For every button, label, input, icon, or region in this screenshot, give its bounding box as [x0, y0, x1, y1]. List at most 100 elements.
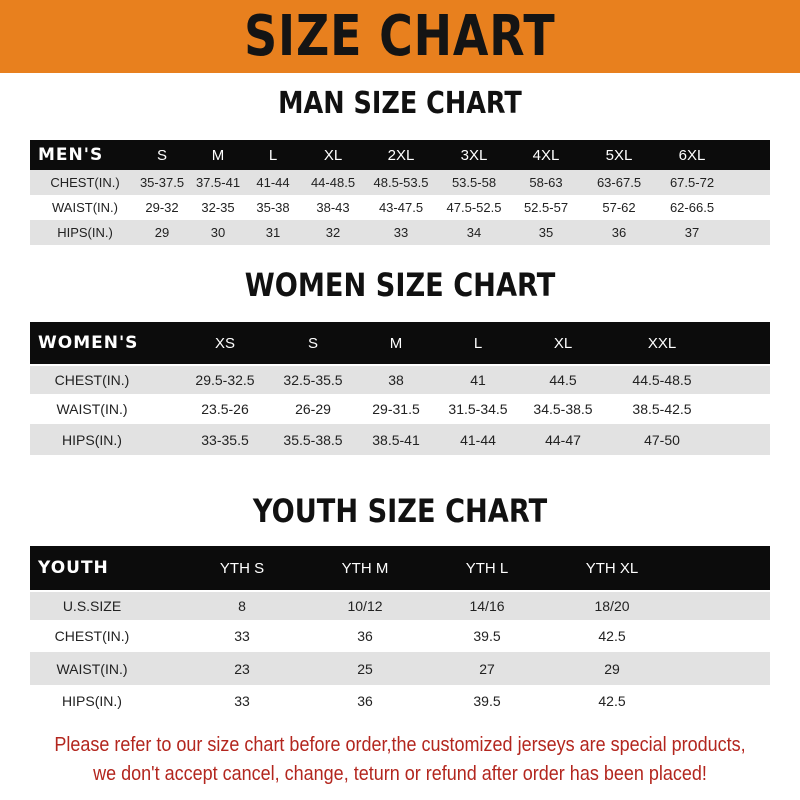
table-cell: 58-63 [529, 175, 563, 190]
table-cell: 57-62 [602, 200, 636, 215]
table-cell: 47-50 [644, 431, 680, 448]
measurement-label: U.S.SIZE [62, 598, 122, 614]
size-chart-banner: SIZE CHART [0, 0, 800, 73]
measurement-label: HIPS(IN.) [62, 431, 122, 448]
table-cell: 30 [210, 225, 226, 240]
table-cell: 37 [684, 225, 700, 240]
table-cell: 39.5 [473, 693, 501, 709]
table-row: HIPS(IN.) 33-35.5 35.5-38.5 38.5-41 41-44 44-… [30, 424, 770, 455]
table-cell: 44-48.5 [310, 175, 356, 190]
table-cell: 44-47 [545, 431, 581, 448]
table-cell: 38.5-41 [372, 431, 420, 448]
size-column-header: M [211, 146, 225, 164]
men-chart-title: MAN SIZE CHART [278, 86, 522, 121]
table-cell: 44.5 [549, 372, 577, 388]
size-column-header: YTH S [219, 559, 265, 577]
table-header-label: WOMEN'S [38, 333, 139, 353]
table-cell: 14/16 [469, 598, 505, 614]
size-column-header: M [389, 334, 403, 352]
size-column-header: YTH M [341, 559, 389, 577]
table-cell: 33 [234, 693, 250, 709]
table-cell: 34.5-38.5 [533, 401, 593, 417]
table-cell: 35 [538, 225, 554, 240]
table-cell: 41 [470, 372, 486, 388]
table-cell: 32.5-35.5 [283, 372, 343, 388]
size-column-header: 5XL [605, 146, 633, 164]
table-cell: 33 [234, 628, 250, 644]
table-cell: 42.5 [598, 628, 626, 644]
table-cell: 52.5-57 [523, 200, 569, 215]
table-cell: 29-31.5 [372, 401, 420, 417]
measurement-label: CHEST(IN.) [54, 628, 130, 644]
size-column-header: L [268, 146, 278, 164]
table-cell: 10/12 [347, 598, 383, 614]
table-cell: 38.5-42.5 [632, 401, 692, 417]
table-row: WAIST(IN.) 23.5-26 26-29 29-31.5 31.5-34.5 34… [30, 394, 770, 424]
youth-chart-title: YOUTH SIZE CHART [252, 492, 548, 530]
table-cell: 27 [479, 660, 495, 677]
table-header-label: YOUTH [38, 558, 109, 578]
size-column-header: YTH L [465, 559, 509, 577]
table-cell: 44.5-48.5 [632, 372, 692, 388]
table-cell: 31.5-34.5 [448, 401, 508, 417]
women-header-row: WOMEN'S XS S M L XL XXL [30, 322, 770, 364]
table-cell: 29-32 [145, 200, 179, 215]
size-column-header: S [156, 146, 168, 164]
table-cell: 31 [265, 225, 281, 240]
table-cell: 48.5-53.5 [373, 175, 429, 190]
table-cell: 34 [466, 225, 482, 240]
table-cell: 8 [238, 598, 246, 614]
table-cell: 29 [154, 225, 170, 240]
table-cell: 38 [388, 372, 404, 388]
table-cell: 23 [234, 660, 250, 677]
table-row: U.S.SIZE 8 10/12 14/16 18/20 [30, 592, 770, 620]
table-cell: 32-35 [201, 200, 235, 215]
table-cell: 36 [357, 628, 373, 644]
size-column-header: S [307, 334, 319, 352]
table-cell: 37.5-41 [195, 175, 241, 190]
measurement-label: WAIST(IN.) [52, 200, 118, 215]
table-cell: 25 [357, 660, 373, 677]
table-cell: 41-44 [460, 431, 496, 448]
measurement-label: WAIST(IN.) [56, 660, 128, 677]
women-chart-title: WOMEN SIZE CHART [244, 266, 556, 304]
youth-header-row: YOUTH YTH S YTH M YTH L YTH XL [30, 546, 770, 590]
table-cell: 35-38 [256, 200, 290, 215]
table-row: CHEST(IN.) 35-37.5 37.5-41 41-44 44-48.5 48.5… [30, 170, 770, 195]
table-cell: 35-37.5 [139, 175, 185, 190]
table-cell: 63-67.5 [596, 175, 642, 190]
table-row: CHEST(IN.) 33 36 39.5 42.5 [30, 620, 770, 652]
size-column-header: YTH XL [585, 559, 639, 577]
size-column-header: XS [214, 334, 236, 352]
table-cell: 29.5-32.5 [195, 372, 255, 388]
measurement-label: WAIST(IN.) [56, 401, 128, 417]
table-cell: 36 [357, 693, 373, 709]
table-row: CHEST(IN.) 29.5-32.5 32.5-35.5 38 41 44.5 44.5… [30, 366, 770, 394]
size-column-header: L [473, 334, 483, 352]
table-row: WAIST(IN.) 23 25 27 29 [30, 652, 770, 685]
measurement-label: HIPS(IN.) [62, 693, 122, 709]
table-row: HIPS(IN.) 33 36 39.5 42.5 [30, 685, 770, 717]
table-cell: 29 [604, 660, 620, 677]
table-row: WAIST(IN.) 29-32 32-35 35-38 38-43 43-47.5 47.… [30, 195, 770, 220]
size-column-header: XL [323, 146, 343, 164]
table-cell: 35.5-38.5 [283, 431, 343, 448]
table-cell: 42.5 [598, 693, 626, 709]
table-cell: 26-29 [295, 401, 331, 417]
banner-title: SIZE CHART [244, 4, 556, 69]
measurement-label: CHEST(IN.) [54, 372, 130, 388]
size-column-header: 3XL [460, 146, 488, 164]
order-notice-line-1: Please refer to our size chart before or… [54, 734, 746, 756]
table-cell: 32 [325, 225, 341, 240]
table-cell: 38-43 [316, 200, 350, 215]
table-cell: 62-66.5 [669, 200, 715, 215]
table-cell: 39.5 [473, 628, 501, 644]
measurement-label: CHEST(IN.) [50, 175, 120, 190]
table-cell: 43-47.5 [378, 200, 424, 215]
table-cell: 53.5-58 [451, 175, 497, 190]
table-header-label: MEN'S [38, 145, 104, 165]
order-notice-line-2: we don't accept cancel, change, teturn o… [93, 763, 707, 785]
size-column-header: 2XL [387, 146, 415, 164]
table-cell: 23.5-26 [201, 401, 249, 417]
table-cell: 47.5-52.5 [446, 200, 502, 215]
